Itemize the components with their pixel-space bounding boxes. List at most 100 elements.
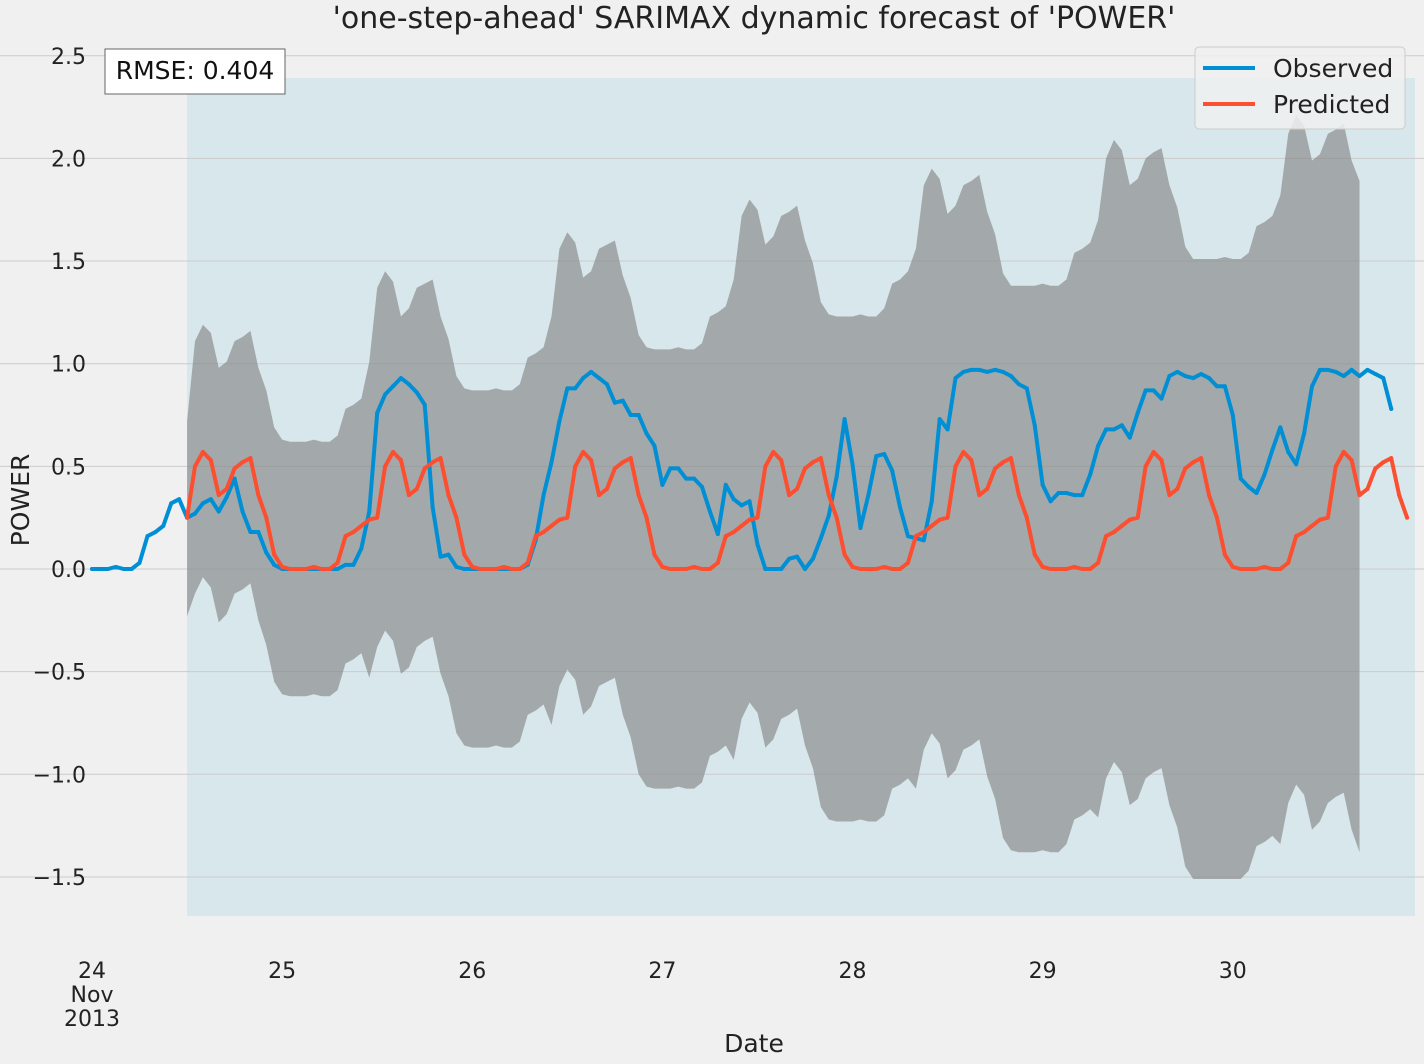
y-tick-label: 1.5	[51, 250, 86, 275]
data-point-predicted	[1310, 523, 1315, 528]
data-point-observed	[692, 476, 697, 481]
x-tick-label: 29	[1029, 959, 1057, 984]
data-point-observed	[802, 567, 807, 571]
data-point-observed	[240, 509, 245, 514]
x-tick-label: 27	[648, 959, 676, 984]
data-point-predicted	[486, 567, 491, 571]
data-point-observed	[1104, 427, 1109, 432]
data-point-observed	[731, 497, 736, 502]
data-point-observed	[953, 376, 958, 381]
data-point-observed	[1214, 384, 1219, 389]
x-tick-label: 28	[839, 959, 867, 984]
data-point-observed	[153, 530, 158, 535]
data-point-predicted	[731, 530, 736, 535]
data-point-observed	[1381, 376, 1386, 381]
data-point-observed	[723, 482, 728, 487]
data-point-observed	[383, 392, 388, 397]
data-point-predicted	[1080, 567, 1085, 571]
data-point-predicted	[929, 523, 934, 528]
data-point-predicted	[1230, 564, 1235, 569]
y-tick-label: 0.0	[51, 558, 86, 583]
data-point-predicted	[1016, 493, 1021, 498]
y-tick-label: −0.5	[33, 661, 86, 686]
data-point-observed	[1008, 374, 1013, 379]
data-point-predicted	[961, 449, 966, 454]
data-point-observed	[668, 466, 673, 471]
series-layer	[90, 367, 1410, 571]
data-point-predicted	[1056, 567, 1061, 571]
data-point-observed	[272, 562, 277, 567]
data-point-predicted	[208, 458, 213, 463]
data-point-observed	[248, 530, 253, 535]
y-tick-label: 2.5	[51, 45, 86, 70]
data-point-observed	[589, 369, 594, 374]
data-point-predicted	[787, 493, 792, 498]
data-point-predicted	[802, 466, 807, 471]
data-point-observed	[620, 398, 625, 403]
data-point-predicted	[398, 458, 403, 463]
data-point-predicted	[1064, 567, 1069, 571]
data-point-predicted	[953, 464, 958, 469]
data-point-predicted	[375, 515, 380, 520]
data-point-predicted	[826, 493, 831, 498]
data-point-predicted	[985, 486, 990, 491]
data-point-predicted	[1238, 567, 1243, 571]
data-point-predicted	[1167, 493, 1172, 498]
data-point-predicted	[1214, 515, 1219, 520]
data-point-predicted	[739, 523, 744, 528]
data-point-observed	[993, 367, 998, 372]
data-point-predicted	[462, 552, 467, 557]
data-point-observed	[129, 567, 134, 571]
data-point-observed	[787, 556, 792, 561]
data-point-observed	[1119, 423, 1124, 428]
data-point-predicted	[1024, 515, 1029, 520]
data-point-observed	[192, 511, 197, 516]
data-point-observed	[1230, 413, 1235, 418]
data-point-predicted	[668, 567, 673, 571]
data-point-predicted	[200, 449, 205, 454]
data-point-predicted	[343, 534, 348, 539]
y-tick-label: 0.5	[51, 455, 86, 480]
data-point-observed	[1048, 499, 1053, 504]
data-point-predicted	[414, 486, 419, 491]
data-point-observed	[945, 427, 950, 432]
data-point-predicted	[1294, 534, 1299, 539]
data-point-observed	[1262, 472, 1267, 477]
data-point-predicted	[501, 564, 506, 569]
data-point-predicted	[1349, 458, 1354, 463]
data-point-observed	[866, 493, 871, 498]
data-point-predicted	[684, 567, 689, 571]
data-point-observed	[446, 552, 451, 557]
data-point-predicted	[874, 567, 879, 571]
legend-label-predicted: Predicted	[1273, 90, 1390, 119]
data-point-predicted	[517, 567, 522, 571]
data-point-predicted	[351, 530, 356, 535]
data-point-observed	[898, 505, 903, 510]
data-point-observed	[335, 567, 340, 571]
y-tick-label: 1.0	[51, 353, 86, 378]
data-point-observed	[985, 369, 990, 374]
data-point-predicted	[541, 530, 546, 535]
data-point-predicted	[1286, 560, 1291, 565]
data-point-predicted	[446, 493, 451, 498]
rmse-annotation: RMSE: 0.404	[104, 48, 286, 95]
data-point-observed	[905, 534, 910, 539]
data-point-predicted	[818, 456, 823, 461]
data-point-predicted	[288, 567, 293, 571]
data-point-observed	[779, 567, 784, 571]
data-point-observed	[1294, 462, 1299, 467]
data-point-observed	[1175, 369, 1180, 374]
data-point-predicted	[327, 567, 332, 571]
data-point-predicted	[494, 567, 499, 571]
data-point-observed	[1357, 374, 1362, 379]
data-point-observed	[406, 382, 411, 387]
data-point-predicted	[969, 458, 974, 463]
data-point-observed	[1278, 425, 1283, 430]
data-point-observed	[1088, 472, 1093, 477]
data-point-predicted	[1008, 456, 1013, 461]
data-point-predicted	[795, 486, 800, 491]
data-point-observed	[121, 567, 126, 571]
data-point-observed	[541, 493, 546, 498]
data-point-predicted	[1191, 460, 1196, 465]
